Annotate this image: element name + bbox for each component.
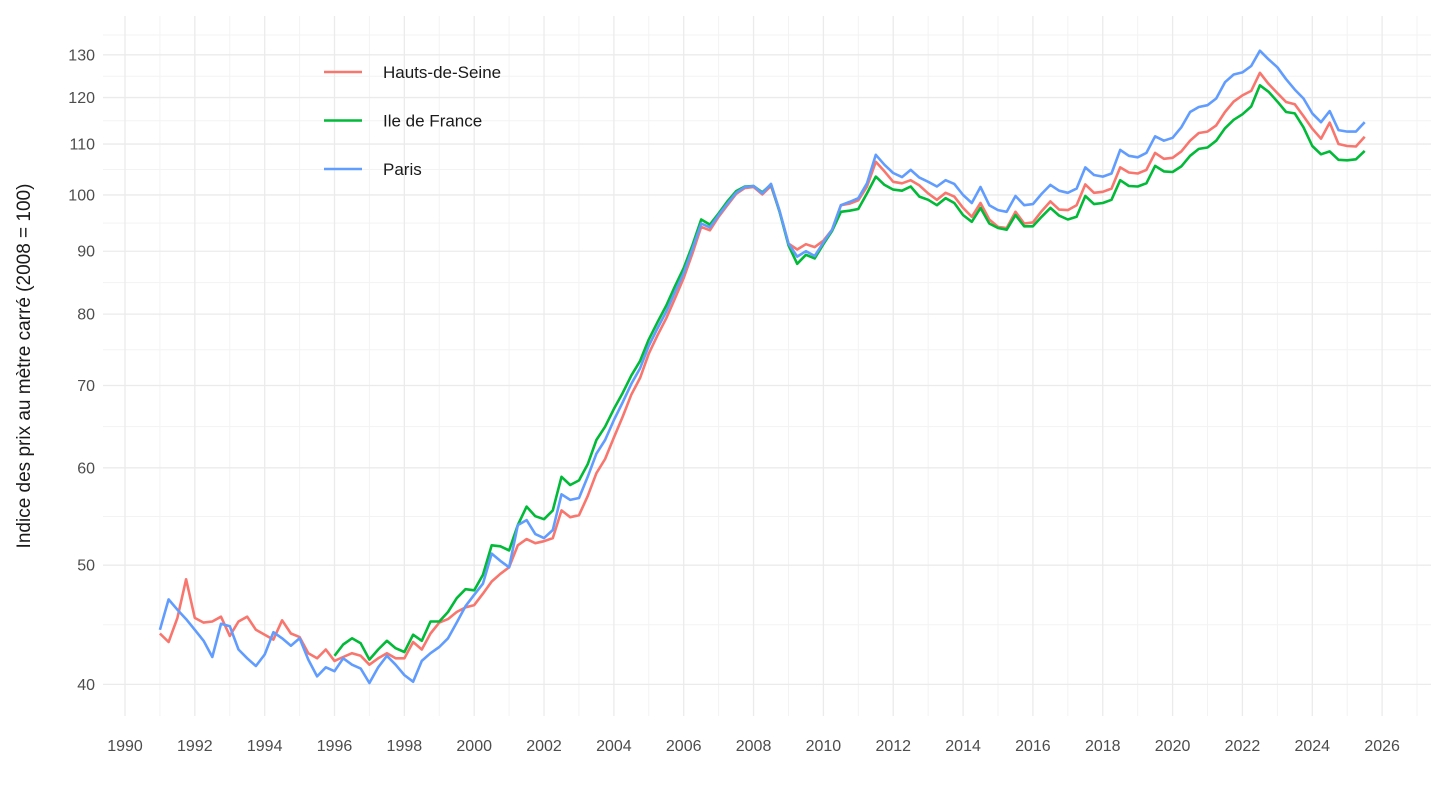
legend-label: Ile de France	[383, 112, 482, 131]
x-tick-label: 1992	[177, 738, 213, 755]
x-tick-label: 2010	[806, 738, 842, 755]
legend-item-ile-de-france: Ile de France	[324, 112, 482, 131]
x-tick-label: 1996	[317, 738, 353, 755]
x-tick-label: 2008	[736, 738, 772, 755]
y-axis-tick-labels: 40 50 60 70 80 90 100 110 120 130	[68, 47, 95, 694]
x-tick-label: 2000	[456, 738, 492, 755]
x-tick-label: 2006	[666, 738, 702, 755]
x-tick-label: 2026	[1364, 738, 1400, 755]
grid-minor	[103, 16, 1431, 716]
x-tick-label: 2014	[945, 738, 981, 755]
legend-label: Hauts-de-Seine	[383, 63, 501, 82]
y-tick-label: 60	[77, 460, 95, 477]
legend: Hauts-de-Seine Ile de France Paris	[324, 63, 501, 179]
y-tick-label: 50	[77, 558, 95, 575]
x-tick-label: 2020	[1155, 738, 1191, 755]
grid-major	[103, 16, 1431, 716]
x-tick-label: 1994	[247, 738, 283, 755]
y-tick-label: 70	[77, 378, 95, 395]
x-tick-label: 2016	[1015, 738, 1051, 755]
x-axis-tick-labels: 1990 1992 1994 1996 1998 2000 2002 2004 2006 2008…	[107, 738, 1400, 755]
series-lines	[158, 49, 1366, 685]
y-tick-label: 100	[68, 187, 95, 204]
legend-label: Paris	[383, 160, 422, 179]
legend-item-hauts-de-seine: Hauts-de-Seine	[324, 63, 501, 82]
x-tick-label: 2022	[1225, 738, 1261, 755]
x-tick-label: 1990	[107, 738, 143, 755]
x-tick-label: 2018	[1085, 738, 1121, 755]
y-tick-label: 130	[68, 47, 95, 64]
legend-item-paris: Paris	[324, 160, 422, 179]
x-tick-label: 2004	[596, 738, 632, 755]
x-tick-label: 1998	[387, 738, 423, 755]
y-tick-label: 90	[77, 244, 95, 261]
y-tick-label: 110	[69, 137, 95, 154]
series-line-ile-de-france	[333, 84, 1366, 661]
y-tick-label: 120	[68, 90, 95, 107]
series-line-paris	[158, 49, 1366, 685]
y-axis-title: Indice des prix au mètre carré (2008 = 1…	[14, 184, 35, 549]
x-tick-label: 2002	[526, 738, 562, 755]
x-tick-label: 2012	[875, 738, 911, 755]
y-tick-label: 80	[77, 307, 95, 324]
y-tick-label: 40	[77, 677, 95, 694]
x-tick-label: 2024	[1294, 738, 1330, 755]
